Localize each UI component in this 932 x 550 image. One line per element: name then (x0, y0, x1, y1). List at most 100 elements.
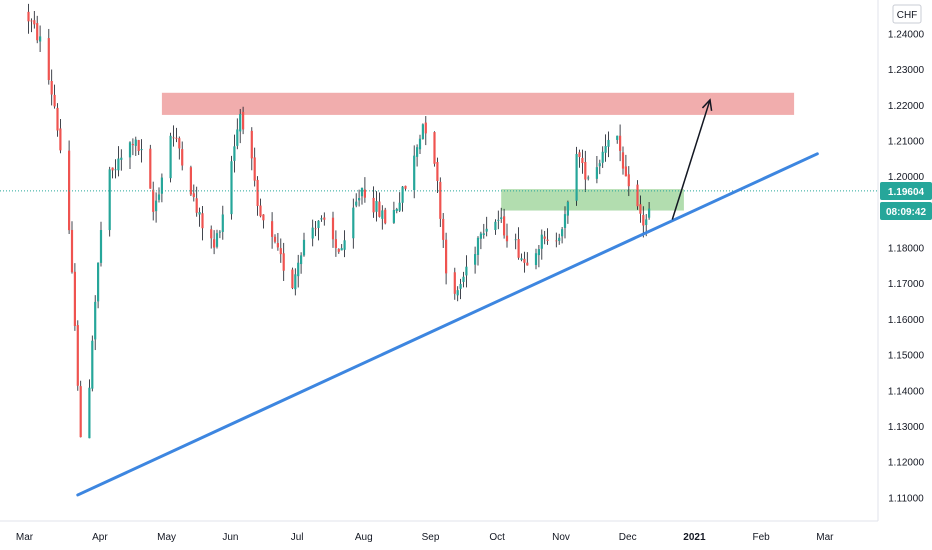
candle (456, 286, 459, 302)
candle-body-down (279, 248, 282, 255)
projection-arrow[interactable] (671, 99, 711, 220)
candle (639, 195, 642, 223)
candle-body-down (259, 205, 262, 217)
candle-body-down (445, 239, 448, 274)
x-tick-label: Nov (552, 532, 570, 543)
candle (416, 144, 419, 167)
x-tick-label: Oct (489, 532, 505, 543)
candle (323, 212, 326, 226)
candle-body-up (317, 220, 320, 228)
candle (50, 69, 53, 106)
candle-body-down (453, 272, 456, 294)
candle-body-up (474, 254, 477, 265)
x-tick-label: Mar (16, 532, 34, 543)
candle-body-down (253, 157, 256, 181)
candle (561, 226, 564, 244)
candle-body-down (213, 239, 216, 248)
candle (160, 173, 163, 203)
candle (256, 176, 259, 216)
candle (56, 103, 59, 137)
price-axis[interactable]: CHF 1.24000 1.23000 1.22000 1.21000 1.20000 1… (877, 0, 932, 521)
candle (648, 202, 651, 220)
y-tick-label: 1.11000 (888, 493, 924, 504)
candle-body-up (462, 276, 465, 282)
candle-body-down (404, 185, 407, 189)
candle (181, 141, 184, 171)
candle (192, 184, 195, 202)
candle-body-up (421, 124, 424, 140)
candle (555, 232, 558, 248)
candle-body-up (114, 169, 117, 171)
candle-body-up (157, 194, 161, 200)
candle-body-up (375, 201, 378, 212)
candle (358, 189, 361, 207)
candle (384, 207, 387, 225)
candle-body-down (627, 174, 630, 187)
y-tick-label: 1.14000 (888, 386, 925, 397)
resistance-zone[interactable] (161, 92, 795, 115)
candle (117, 146, 120, 177)
candle-body-down (250, 130, 253, 159)
candle (436, 157, 439, 194)
candle-body-up (648, 208, 651, 218)
candle-body-up (392, 210, 395, 223)
time-axis[interactable]: Mar Apr May Jun Jul Aug Sep Oct Nov Dec 2021 Feb Mar (0, 520, 878, 543)
candle-body-down (36, 23, 39, 41)
candle-body-down (172, 137, 175, 139)
candle-body-down (636, 184, 639, 207)
candle (523, 251, 526, 273)
candle-body-down (210, 229, 213, 239)
candle-body-up (218, 231, 221, 233)
candle (213, 230, 216, 255)
candle (334, 230, 337, 257)
x-tick-label: Jul (291, 532, 304, 543)
candle (152, 181, 155, 221)
candle (624, 154, 627, 177)
ascending-trendline[interactable] (76, 152, 819, 497)
y-tick-label: 1.24000 (888, 29, 925, 40)
candle-body-down (584, 161, 587, 180)
currency-label-box[interactable] (892, 4, 922, 24)
candle (88, 379, 91, 439)
candle-body-up (395, 209, 398, 211)
y-tick-label: 1.23000 (888, 65, 925, 76)
candle (218, 230, 221, 239)
candle (39, 25, 42, 53)
support-zone[interactable] (501, 189, 684, 211)
candle (189, 165, 192, 197)
candle (108, 166, 111, 237)
candle-body-up (128, 142, 132, 158)
candle-body-up (476, 237, 480, 255)
candle-body-up (294, 274, 297, 290)
candle (381, 205, 384, 230)
candle-body-down (192, 193, 195, 198)
candle (445, 232, 448, 285)
candle (111, 167, 114, 179)
candle (236, 118, 239, 150)
candle (253, 147, 256, 187)
candle-body-up (160, 177, 163, 194)
candle-body-down (33, 20, 36, 25)
candle-body-down (149, 148, 152, 189)
candle-body-up (94, 301, 97, 340)
candle-body-up (230, 161, 233, 215)
candle-body-up (300, 255, 303, 265)
candle-body-up (140, 149, 143, 151)
candle (291, 267, 294, 290)
y-tick-label: 1.16000 (888, 315, 925, 326)
candle (621, 146, 625, 175)
candle-body-up (381, 210, 384, 219)
candle (155, 192, 158, 223)
current-price-badge (880, 182, 932, 200)
candle-body-up (302, 239, 306, 256)
candle-body-up (134, 139, 137, 146)
candle (459, 278, 462, 300)
candle-body-down (433, 132, 436, 164)
candle (363, 177, 366, 203)
candle (242, 106, 245, 135)
candle (584, 150, 587, 193)
candle-body-down (56, 107, 59, 131)
candle-body-down (363, 189, 366, 198)
candle (114, 159, 117, 179)
